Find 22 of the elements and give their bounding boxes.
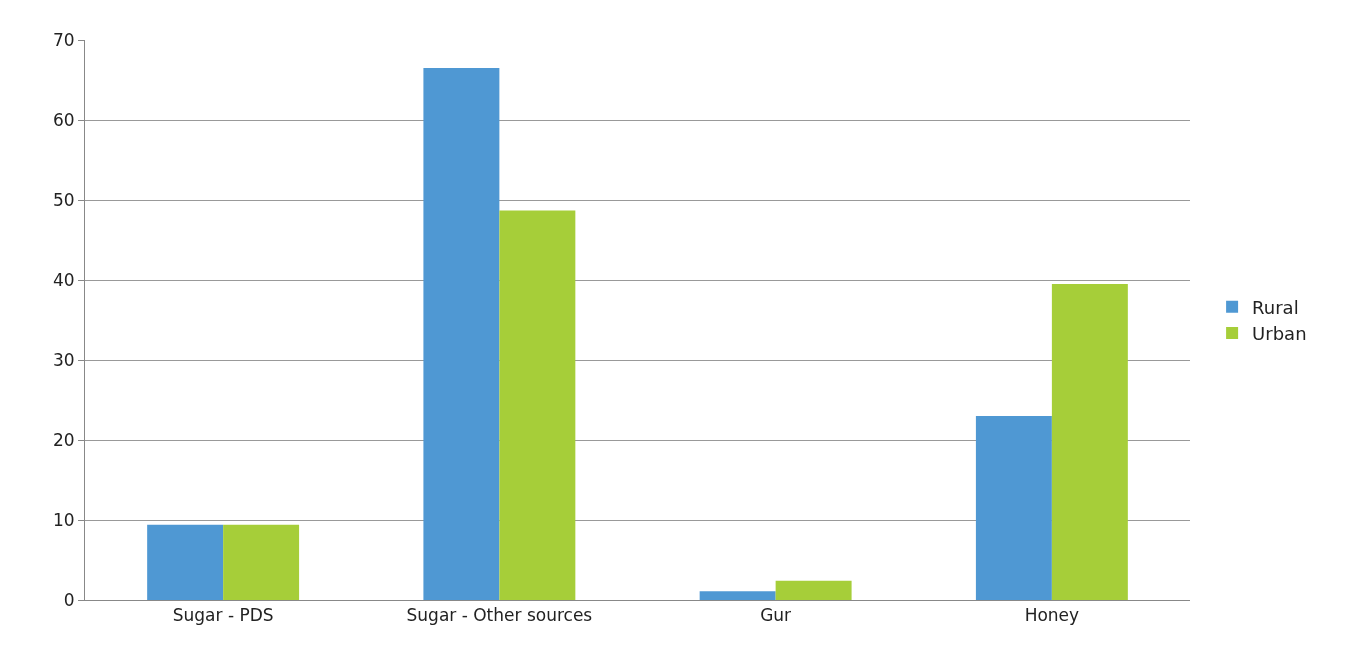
x-tick-label: Sugar - PDS <box>172 605 274 626</box>
y-tick-label: 0 <box>63 589 75 610</box>
bar <box>147 524 224 600</box>
y-tick-label: 70 <box>52 29 75 50</box>
bar <box>499 210 576 600</box>
bar <box>1051 284 1128 600</box>
bar <box>423 68 500 600</box>
x-tick-label: Sugar - Other sources <box>406 605 593 626</box>
y-tick-label: 40 <box>52 269 75 290</box>
bar <box>699 591 776 600</box>
y-tick-label: 10 <box>52 509 75 530</box>
y-tick-label: 50 <box>52 189 75 210</box>
y-tick-label: 60 <box>52 109 75 130</box>
bar <box>223 524 300 600</box>
x-tick-label: Gur <box>760 605 792 626</box>
y-tick-label: 20 <box>52 429 75 450</box>
bar <box>975 416 1052 600</box>
bar <box>775 580 852 600</box>
x-tick-label: Honey <box>1024 605 1080 626</box>
legend-label: Rural <box>1252 296 1299 318</box>
legend-label: Urban <box>1252 323 1307 345</box>
y-tick-label: 30 <box>52 349 75 370</box>
